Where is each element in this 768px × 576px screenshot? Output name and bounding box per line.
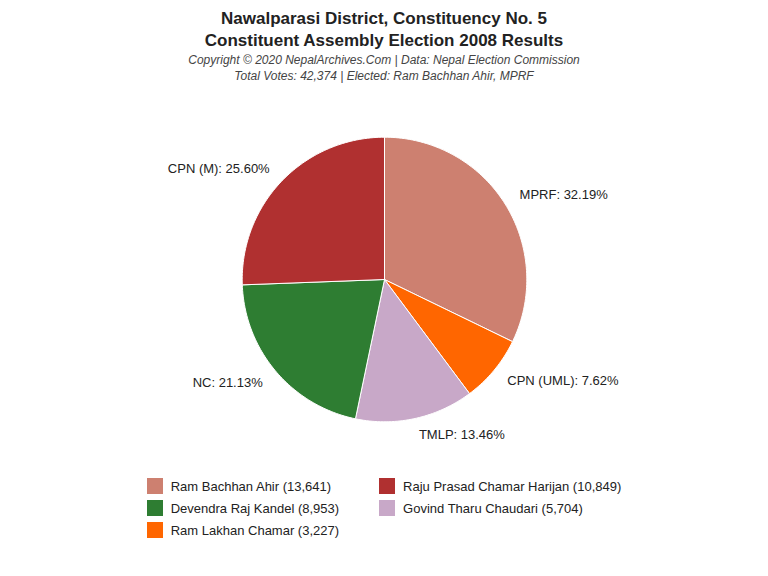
svg-text:MPRF: 32.19%: MPRF: 32.19% bbox=[520, 187, 609, 202]
html-text:Nawalparasi District, Constitu: Nawalparasi District, Constituency No. 5 bbox=[221, 9, 547, 28]
html-text:Ram Bachhan Ahir (13,641): Ram Bachhan Ahir (13,641) bbox=[170, 478, 332, 494]
html-text:Govind Tharu Chaudari (5,704): Govind Tharu Chaudari (5,704) bbox=[403, 500, 583, 516]
html-text:Devendra Raj Kandel (8,953): Devendra Raj Kandel (8,953) bbox=[170, 500, 340, 516]
html-text:Raju Prasad Chamar Harijan (10: Raju Prasad Chamar Harijan (10,849) bbox=[403, 478, 622, 494]
html-text:Ram Lakhan Chamar (3,227): Ram Lakhan Chamar (3,227) bbox=[170, 522, 339, 538]
svg-text:TMLP: 13.46%: TMLP: 13.46% bbox=[419, 427, 505, 442]
html-text:Constituent Assembly Election: Constituent Assembly Election 2008 Resul… bbox=[204, 31, 564, 50]
svg-text:NC: 21.13%: NC: 21.13% bbox=[193, 375, 264, 390]
svg-text:CPN (UML): 7.62%: CPN (UML): 7.62% bbox=[507, 373, 619, 388]
html-text:Copyright © 2020 NepalArchives: Copyright © 2020 NepalArchives.Com | Dat… bbox=[188, 53, 580, 67]
svg-text:CPN (M): 25.60%: CPN (M): 25.60% bbox=[168, 161, 270, 176]
html-text:Total Votes: 42,374 | Elected:: Total Votes: 42,374 | Elected: Ram Bachh… bbox=[234, 69, 534, 83]
